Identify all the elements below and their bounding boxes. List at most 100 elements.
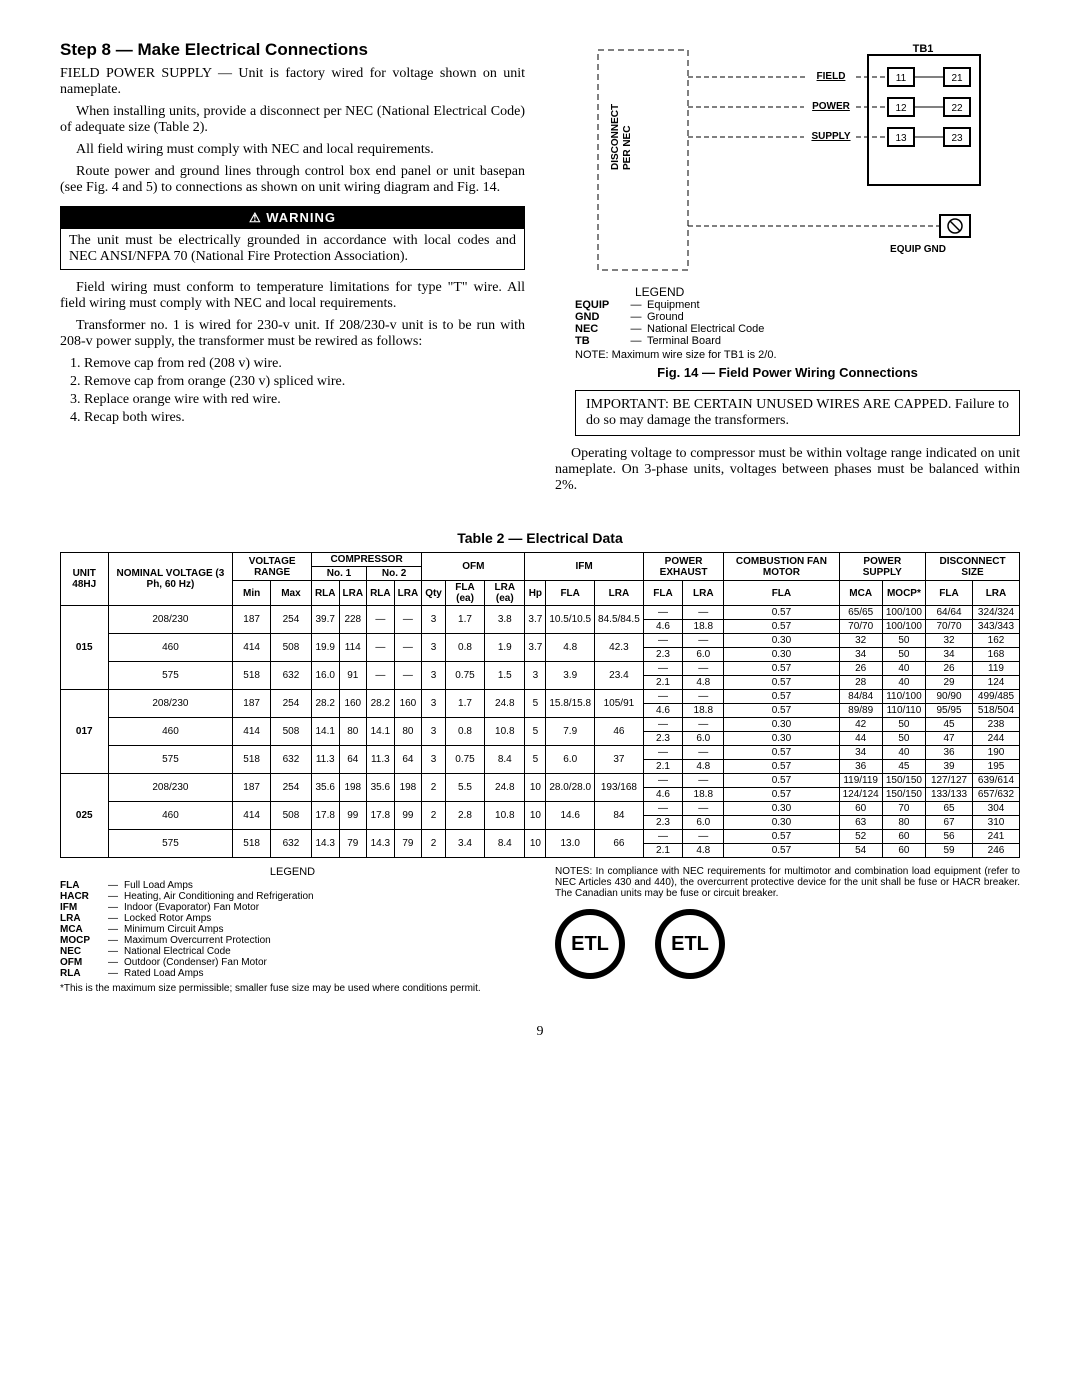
hdr-mocp: MOCP* [882, 581, 925, 606]
terminal-row-3: 13 23 [888, 128, 970, 146]
hdr-hp: Hp [525, 581, 546, 606]
hdr-pex-fla: FLA [643, 581, 682, 606]
svg-text:13: 13 [895, 133, 907, 144]
legend-row: GND—Ground [575, 311, 1020, 323]
hdr-rla1: RLA [311, 581, 339, 606]
table-title: Table 2 — Electrical Data [60, 530, 1020, 546]
step-item-2: Remove cap from orange (230 v) spliced w… [84, 374, 525, 390]
table-row: 46041450814.18014.18030.810.857.946——0.3… [61, 718, 1020, 732]
step-heading: Step 8 — Make Electrical Connections [60, 40, 525, 60]
figure-caption: Fig. 14 — Field Power Wiring Connections [555, 365, 1020, 380]
hdr-qty: Qty [422, 581, 446, 606]
table-row: 46041450819.9114——30.81.93.74.842.3——0.3… [61, 634, 1020, 648]
paragraph-1: FIELD POWER SUPPLY — Unit is factory wir… [60, 66, 525, 98]
table-notes: NOTES: In compliance with NEC requiremen… [555, 866, 1020, 899]
table-row: 46041450817.89917.89922.810.81014.684——0… [61, 802, 1020, 816]
legend-row: NEC—National Electrical Code [575, 323, 1020, 335]
hdr-lra1: LRA [339, 581, 367, 606]
table-legend-row: OFM—Outdoor (Condenser) Fan Motor [60, 957, 525, 968]
hdr-lra-ea: LRA (ea) [485, 581, 525, 606]
hdr-pex-lra: LRA [683, 581, 724, 606]
svg-text:23: 23 [951, 133, 963, 144]
table-row: 015208/23018725439.7228——31.73.83.710.5/… [61, 606, 1020, 620]
table-row: 57551863216.091——30.751.533.923.4——0.572… [61, 662, 1020, 676]
paragraph-3: All field wiring must comply with NEC an… [60, 142, 525, 158]
electrical-data-table: UNIT 48HJ NOMINAL VOLTAGE (3 Ph, 60 Hz) … [60, 552, 1020, 858]
warning-title: ⚠ WARNING [61, 207, 524, 229]
table-legend-row: IFM—Indoor (Evaporator) Fan Motor [60, 902, 525, 913]
table-legend-title: LEGEND [60, 866, 525, 878]
paragraph-6: Transformer no. 1 is wired for 230-v uni… [60, 318, 525, 350]
table-row: 57551863214.37914.37923.48.41013.066——0.… [61, 830, 1020, 844]
rewire-steps: Remove cap from red (208 v) wire. Remove… [60, 356, 525, 426]
step-item-4: Recap both wires. [84, 410, 525, 426]
legend-row: TB—Terminal Board [575, 335, 1020, 347]
hdr-ifm-fla: FLA [546, 581, 595, 606]
etl-logos: ETL ETL [555, 909, 1020, 979]
legend-title: LEGEND [635, 285, 1020, 299]
hdr-rla2: RLA [367, 581, 395, 606]
field-label: FIELD [816, 71, 845, 82]
hdr-nominal: NOMINAL VOLTAGE (3 Ph, 60 Hz) [108, 553, 233, 606]
paragraph-4: Route power and ground lines through con… [60, 164, 525, 196]
table-legend-row: MCA—Minimum Circuit Amps [60, 924, 525, 935]
hdr-ofm: OFM [422, 553, 525, 581]
hdr-max: Max [270, 581, 311, 606]
terminal-row-1: 11 21 [888, 68, 970, 86]
hdr-combustion-fan: COMBUSTION FAN MOTOR [724, 553, 839, 581]
etl-c-listed-icon: ETL [655, 909, 725, 979]
legend-row: EQUIP—Equipment [575, 299, 1020, 311]
important-box: IMPORTANT: BE CERTAIN UNUSED WIRES ARE C… [575, 390, 1020, 436]
diagram-legend: LEGEND EQUIP—EquipmentGND—GroundNEC—Nati… [575, 285, 1020, 347]
hdr-unit: UNIT 48HJ [61, 553, 109, 606]
hdr-mca: MCA [839, 581, 882, 606]
table-footnote: *This is the maximum size permissible; s… [60, 983, 525, 994]
hdr-voltage-range: VOLTAGE RANGE [233, 553, 312, 581]
paragraph-2: When installing units, provide a disconn… [60, 104, 525, 136]
tb1-label: TB1 [912, 43, 933, 55]
hdr-fla-ea: FLA (ea) [445, 581, 484, 606]
hdr-disc-lra: LRA [972, 581, 1019, 606]
hdr-comp-no1: No. 1 [311, 567, 366, 581]
hdr-comp-no2: No. 2 [367, 567, 422, 581]
svg-text:11: 11 [895, 73, 906, 84]
table-row: 025208/23018725435.619835.619825.524.810… [61, 774, 1020, 788]
equip-gnd-label: EQUIP GND [890, 244, 946, 255]
etl-listed-icon: ETL [555, 909, 625, 979]
warning-box: ⚠ WARNING The unit must be electrically … [60, 206, 525, 270]
hdr-ifm: IFM [525, 553, 643, 581]
hdr-lra2: LRA [394, 581, 422, 606]
supply-label: SUPPLY [811, 131, 850, 142]
terminal-row-2: 12 22 [888, 98, 970, 116]
table-row: 57551863211.36411.36430.758.456.037——0.5… [61, 746, 1020, 760]
paragraph-7: Operating voltage to compressor must be … [555, 446, 1020, 494]
table-legend-row: HACR—Heating, Air Conditioning and Refri… [60, 891, 525, 902]
power-label: POWER [812, 101, 851, 112]
hdr-disconnect: DISCONNECT SIZE [926, 553, 1020, 581]
hdr-ifm-lra: LRA [595, 581, 644, 606]
table-legend-row: MOCP—Maximum Overcurrent Protection [60, 935, 525, 946]
step-item-3: Replace orange wire with red wire. [84, 392, 525, 408]
table-legend-row: NEC—National Electrical Code [60, 946, 525, 957]
table-legend-row: RLA—Rated Load Amps [60, 968, 525, 979]
wiring-diagram: DISCONNECT PER NEC TB1 11 21 12 22 13 [588, 40, 988, 285]
svg-text:22: 22 [951, 103, 963, 114]
hdr-min: Min [233, 581, 271, 606]
hdr-power-supply: POWER SUPPLY [839, 553, 926, 581]
svg-text:21: 21 [951, 73, 963, 84]
step-item-1: Remove cap from red (208 v) wire. [84, 356, 525, 372]
hdr-power-exhaust: POWER EXHAUST [643, 553, 724, 581]
svg-text:12: 12 [895, 103, 907, 114]
table-legend-row: FLA—Full Load Amps [60, 880, 525, 891]
per-nec-label: PER NEC [622, 126, 633, 170]
diagram-note: NOTE: Maximum wire size for TB1 is 2/0. [575, 349, 1020, 361]
table-row: 017208/23018725428.216028.216031.724.851… [61, 690, 1020, 704]
hdr-compressor: COMPRESSOR [311, 553, 421, 567]
paragraph-5: Field wiring must conform to temperature… [60, 280, 525, 312]
hdr-cfm-fla: FLA [724, 581, 839, 606]
hdr-disc-fla: FLA [926, 581, 973, 606]
warning-body: The unit must be electrically grounded i… [61, 229, 524, 269]
page-number: 9 [60, 1024, 1020, 1040]
disconnect-label: DISCONNECT [610, 104, 621, 170]
table-legend-row: LRA—Locked Rotor Amps [60, 913, 525, 924]
